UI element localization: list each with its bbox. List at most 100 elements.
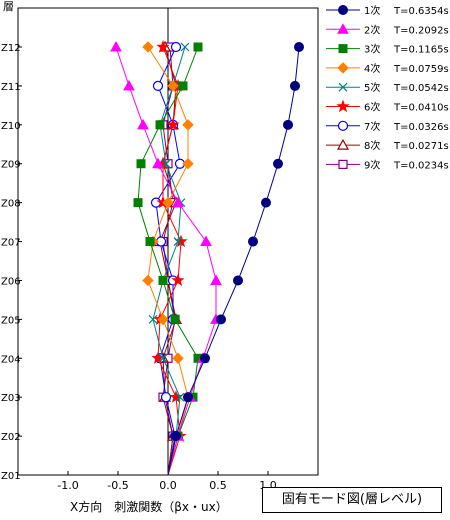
marker bbox=[337, 120, 349, 131]
x-tick-label: -1.0 bbox=[57, 479, 78, 492]
legend-label: 9次 bbox=[364, 158, 380, 171]
marker bbox=[338, 82, 348, 92]
marker bbox=[156, 40, 170, 53]
marker bbox=[338, 159, 348, 169]
marker bbox=[158, 353, 168, 363]
marker bbox=[161, 159, 171, 169]
legend-label: 8次 bbox=[364, 139, 380, 152]
marker bbox=[171, 431, 181, 442]
marker bbox=[261, 197, 271, 208]
caption-box: 固有モード図(層レベル) bbox=[262, 487, 442, 513]
marker bbox=[200, 235, 212, 247]
y-tick-label: Z06 bbox=[1, 276, 21, 287]
legend-period: T=0.0410s bbox=[393, 103, 449, 114]
y-tick-label: Z04 bbox=[1, 354, 21, 365]
marker bbox=[200, 353, 210, 364]
legend-label: 6次 bbox=[364, 101, 380, 114]
marker bbox=[171, 273, 185, 287]
legend-label: 3次 bbox=[364, 43, 380, 56]
y-tick-label: Z11 bbox=[1, 82, 21, 93]
marker bbox=[170, 41, 182, 53]
marker bbox=[169, 390, 183, 403]
y-axis-label: 層 bbox=[3, 0, 14, 13]
y-tick-label: Z03 bbox=[1, 393, 21, 404]
marker bbox=[337, 62, 349, 74]
y-tick-label: Z10 bbox=[1, 121, 21, 132]
marker bbox=[210, 274, 222, 285]
series-line bbox=[167, 46, 300, 476]
marker bbox=[336, 138, 350, 150]
marker bbox=[158, 275, 168, 285]
marker bbox=[160, 392, 172, 403]
marker bbox=[337, 23, 349, 34]
marker bbox=[178, 81, 188, 91]
marker bbox=[167, 80, 179, 92]
legend-period: T=0.2092s bbox=[393, 25, 449, 36]
series-line bbox=[162, 46, 176, 476]
legend: 1次 T=0.6354s 2次 T=0.2092s 3次 T=0.1165s 4次 T=0.0… bbox=[326, 4, 449, 171]
x-tick-label: -0.5 bbox=[107, 479, 128, 492]
marker bbox=[155, 120, 165, 130]
marker bbox=[336, 99, 350, 113]
marker bbox=[175, 392, 185, 402]
series-line bbox=[155, 46, 181, 476]
x-tick-label: 0.0 bbox=[159, 479, 177, 492]
marker bbox=[157, 313, 169, 326]
x-axis-title: X方向 刺激関数（βx・ux） bbox=[70, 500, 228, 514]
marker bbox=[273, 158, 283, 169]
marker bbox=[170, 314, 180, 324]
marker bbox=[180, 42, 190, 52]
series-line bbox=[152, 46, 186, 476]
marker bbox=[137, 118, 149, 130]
y-tick-label: Z05 bbox=[1, 315, 21, 326]
marker bbox=[142, 41, 154, 53]
marker bbox=[338, 5, 348, 15]
marker bbox=[173, 237, 183, 246]
marker bbox=[294, 42, 304, 52]
marker bbox=[172, 352, 184, 364]
marker bbox=[182, 119, 194, 131]
marker bbox=[182, 158, 194, 170]
marker bbox=[283, 119, 293, 130]
marker bbox=[123, 79, 135, 91]
y-tick-label: Z02 bbox=[1, 432, 21, 443]
legend-period: T=0.1165s bbox=[393, 45, 449, 56]
legend-period: T=0.0271s bbox=[393, 141, 449, 152]
marker bbox=[152, 157, 164, 169]
legend-period: T=0.0326s bbox=[393, 122, 449, 133]
marker bbox=[142, 274, 154, 287]
marker bbox=[110, 40, 122, 52]
legend-label: 7次 bbox=[364, 120, 380, 133]
y-tick-label: Z08 bbox=[1, 199, 21, 210]
marker bbox=[338, 44, 348, 54]
marker bbox=[290, 80, 300, 91]
marker bbox=[145, 237, 155, 247]
marker bbox=[136, 159, 146, 169]
legend-label: 1次 bbox=[364, 4, 380, 17]
marker bbox=[248, 236, 258, 247]
marker bbox=[216, 314, 226, 325]
legend-period: T=0.6354s bbox=[393, 6, 449, 17]
legend-label: 2次 bbox=[364, 23, 380, 36]
marker bbox=[233, 275, 243, 286]
legend-label: 5次 bbox=[364, 81, 380, 94]
marker bbox=[172, 196, 184, 208]
series-line bbox=[137, 46, 199, 476]
legend-period: T=0.0759s bbox=[393, 64, 449, 75]
marker bbox=[152, 80, 164, 92]
marker bbox=[148, 314, 158, 324]
series-5 bbox=[148, 42, 190, 476]
marker bbox=[162, 196, 174, 209]
marker bbox=[193, 42, 203, 52]
y-tick-label: Z07 bbox=[1, 238, 21, 249]
marker bbox=[183, 392, 193, 403]
y-tick-label: Z09 bbox=[1, 160, 21, 171]
legend-period: T=0.0542s bbox=[393, 83, 449, 94]
marker bbox=[133, 198, 143, 208]
y-tick-label: Z01 bbox=[1, 471, 21, 482]
legend-period: T=0.0234s bbox=[393, 160, 449, 171]
marker bbox=[166, 117, 180, 131]
series-line bbox=[115, 46, 217, 476]
